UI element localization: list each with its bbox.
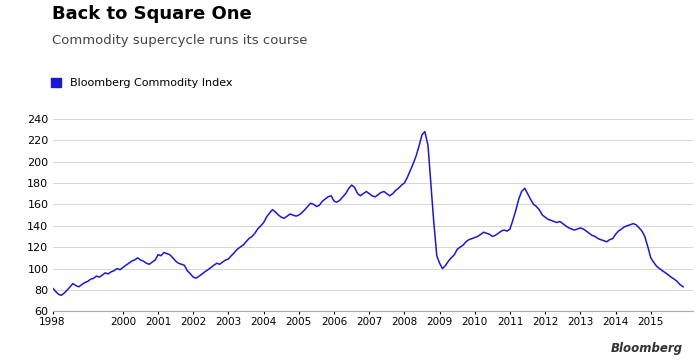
Text: Back to Square One: Back to Square One — [52, 5, 252, 23]
Text: Commodity supercycle runs its course: Commodity supercycle runs its course — [52, 34, 308, 47]
Legend: Bloomberg Commodity Index: Bloomberg Commodity Index — [51, 77, 232, 88]
Text: Bloomberg: Bloomberg — [610, 342, 682, 355]
